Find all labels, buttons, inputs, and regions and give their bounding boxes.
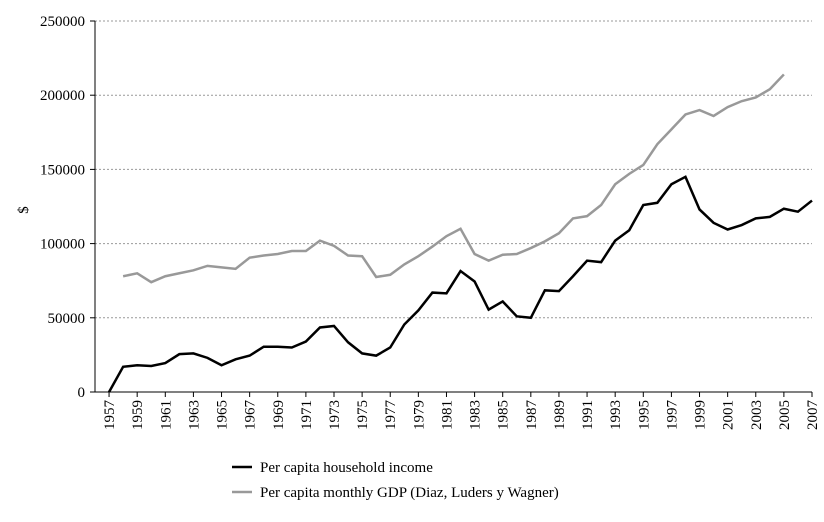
x-tick-label: 1969	[271, 400, 287, 430]
y-tick-label: 150000	[40, 162, 85, 178]
x-tick-label: 1999	[693, 400, 709, 430]
x-tick-label: 1989	[552, 400, 568, 430]
x-tick-label: 1965	[215, 400, 231, 430]
x-tick-label: 1975	[355, 400, 371, 430]
x-tick-label: 1961	[158, 400, 174, 430]
x-tick-label: 1995	[636, 400, 652, 430]
x-tick-label: 1957	[102, 400, 118, 431]
x-tick-label: 2007	[805, 400, 821, 431]
x-tick-label: 1983	[468, 400, 484, 430]
y-tick-label: 250000	[40, 14, 85, 30]
y-tick-label: 200000	[40, 88, 85, 104]
x-tick-label: 1993	[608, 400, 624, 430]
x-tick-label: 1991	[580, 400, 596, 430]
x-tick-label: 1967	[243, 400, 259, 431]
x-tick-label: 2003	[749, 400, 765, 430]
x-tick-label: 1979	[411, 400, 427, 430]
y-tick-label: 100000	[40, 237, 85, 253]
x-tick-label: 1987	[524, 400, 540, 431]
series-line	[122, 73, 785, 284]
y-tick-label: 0	[78, 385, 86, 401]
y-tick-label: 50000	[48, 311, 86, 327]
x-tick-label: 1985	[496, 400, 512, 430]
legend-label: Per capita monthly GDP (Diaz, Luders y W…	[260, 485, 559, 501]
y-axis-label: $	[16, 206, 32, 214]
x-tick-label: 1973	[327, 400, 343, 430]
x-tick-label: 2001	[721, 400, 737, 430]
series-line	[107, 175, 813, 393]
x-tick-label: 1959	[130, 400, 146, 430]
x-tick-label: 1971	[299, 400, 315, 430]
x-tick-label: 1997	[664, 400, 680, 431]
x-tick-label: 2005	[777, 400, 793, 430]
legend-label: Per capita household income	[260, 460, 433, 476]
x-tick-label: 1963	[186, 400, 202, 430]
x-tick-label: 1977	[383, 400, 399, 431]
x-tick-label: 1981	[439, 400, 455, 430]
